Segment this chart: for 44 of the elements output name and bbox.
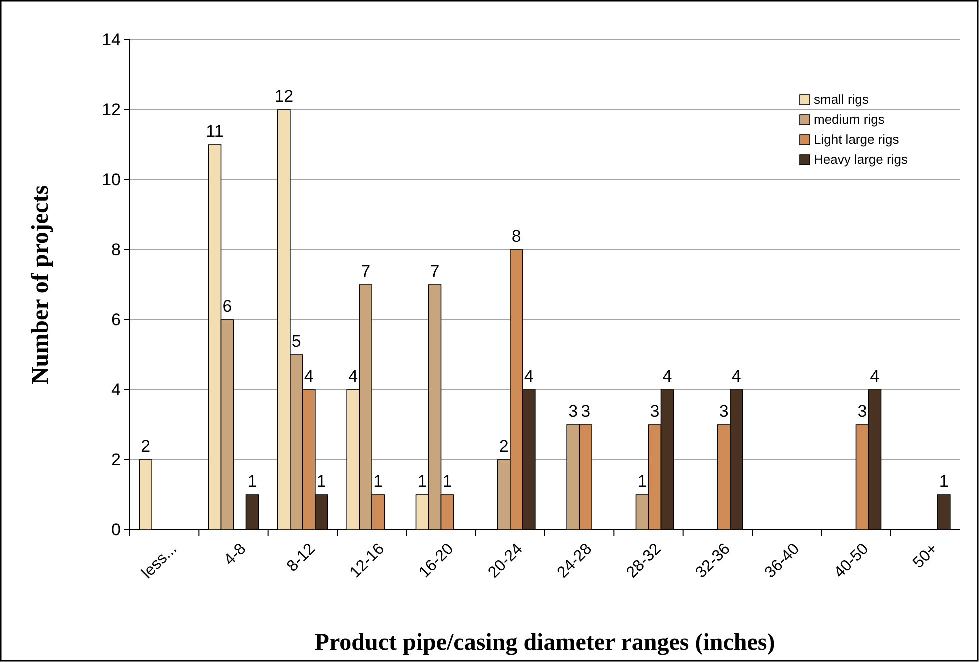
x-tick-label: 4-8	[221, 540, 250, 570]
data-label: 1	[248, 472, 258, 491]
data-label: 1	[638, 472, 648, 491]
legend-label: small rigs	[814, 92, 870, 107]
data-label: 4	[870, 367, 880, 386]
data-label: 4	[732, 367, 742, 386]
y-tick-label: 12	[102, 100, 121, 120]
data-label: 3	[568, 402, 578, 421]
data-label: 1	[316, 472, 326, 491]
data-label: 1	[374, 472, 384, 491]
data-label: 4	[524, 367, 534, 386]
data-label: 4	[348, 367, 358, 386]
y-tick-label: 0	[112, 520, 121, 540]
y-tick-label: 6	[112, 310, 121, 330]
data-label: 12	[274, 87, 294, 106]
y-tick-label: 8	[112, 240, 121, 260]
data-label: 1	[418, 472, 428, 491]
data-label: 4	[662, 367, 672, 386]
data-label: 3	[581, 402, 591, 421]
data-label: 2	[141, 437, 151, 456]
data-label: 11	[206, 122, 224, 141]
y-tick-label: 4	[112, 380, 121, 400]
data-label: 1	[939, 472, 949, 491]
legend-label: medium rigs	[814, 112, 886, 127]
data-label: 7	[361, 262, 371, 281]
y-tick-label: 2	[112, 450, 121, 470]
data-label: 2	[499, 437, 509, 456]
data-label: 3	[858, 402, 868, 421]
data-label: 7	[430, 262, 440, 281]
x-tick-label: 8-12	[284, 540, 319, 576]
y-axis-title: Number of projects	[28, 185, 54, 385]
data-label: 3	[719, 402, 729, 421]
data-label: 6	[222, 297, 232, 316]
x-axis-title: Product pipe/casing diameter ranges (inches)	[314, 630, 776, 656]
data-label: 4	[304, 367, 314, 386]
y-tick-label: 10	[102, 170, 121, 190]
y-tick-label: 14	[102, 30, 121, 50]
data-label: 3	[650, 402, 660, 421]
data-label: 8	[512, 227, 522, 246]
legend-label: Light large rigs	[814, 132, 900, 147]
x-tick-label: 50+	[910, 540, 942, 572]
data-label: 1	[442, 472, 452, 491]
data-label: 5	[292, 332, 302, 351]
legend-label: Heavy large rigs	[814, 152, 908, 167]
